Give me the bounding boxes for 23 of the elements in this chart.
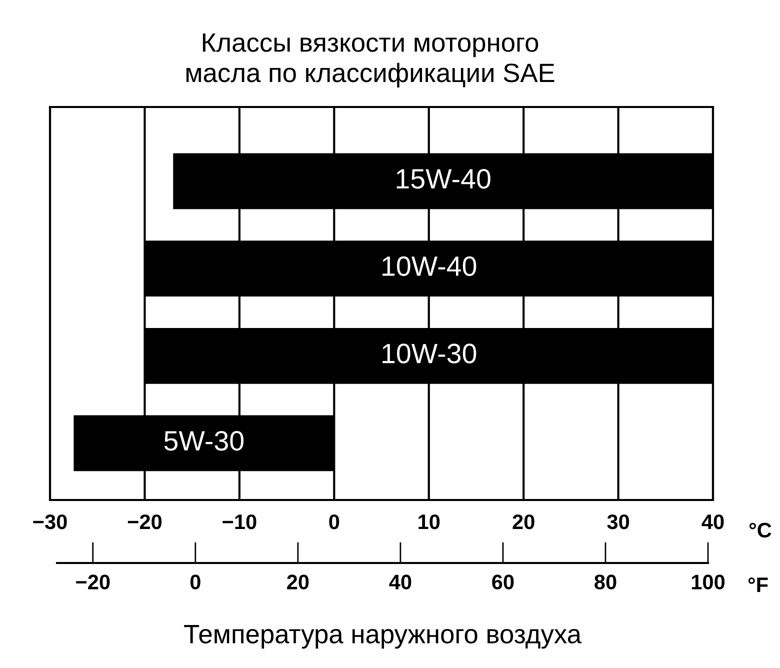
- x-tick-label: 40: [702, 514, 724, 530]
- y-tick-label: 10W-40: [382, 256, 476, 276]
- x-tick-label: 20: [512, 514, 534, 530]
- x-tick-label: −30: [33, 514, 67, 530]
- x-tick-label: −20: [128, 514, 162, 530]
- text: °C: [749, 522, 772, 538]
- x-tick-label: −10: [222, 514, 256, 530]
- x2-tick-label: 20: [287, 574, 309, 590]
- x-tick-label: 10: [418, 514, 440, 530]
- y-tick-label: 10W-30: [382, 344, 476, 364]
- chart-title: Классы вязкости моторного масла по классификации SAE: [186, 34, 554, 88]
- x2-tick-label: 40: [389, 574, 412, 590]
- y-tick-label: 5W-30: [164, 431, 244, 451]
- x2-tick-label: 80: [594, 574, 616, 590]
- text: °F: [748, 578, 768, 592]
- y-tick-label: 15W-40: [396, 169, 490, 189]
- x-axis-title: Температура наружного воздуха: [184, 625, 582, 649]
- x2-tick-label: 60: [492, 574, 514, 590]
- x2-tick-label: −20: [76, 574, 110, 590]
- x2-tick-label: 100: [692, 574, 725, 590]
- x-tick-label: 0: [329, 514, 340, 530]
- x2-tick-label: 0: [190, 574, 200, 590]
- x-tick-label: 30: [607, 514, 630, 530]
